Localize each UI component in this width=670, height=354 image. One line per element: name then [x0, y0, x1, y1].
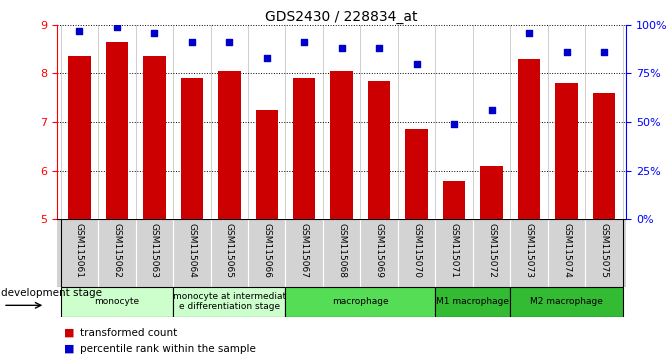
- Text: M2 macrophage: M2 macrophage: [530, 297, 603, 306]
- Bar: [61, 287, 173, 317]
- Text: monocyte: monocyte: [94, 297, 139, 306]
- Point: [374, 45, 385, 51]
- Text: GSM115065: GSM115065: [225, 223, 234, 278]
- Text: GSM115072: GSM115072: [487, 223, 496, 278]
- Text: percentile rank within the sample: percentile rank within the sample: [80, 344, 256, 354]
- Text: GSM115064: GSM115064: [188, 223, 196, 278]
- Text: ■: ■: [64, 344, 74, 354]
- Text: GSM115074: GSM115074: [562, 223, 571, 278]
- Text: GSM115066: GSM115066: [262, 223, 271, 278]
- Bar: [436, 287, 511, 317]
- Text: GSM115069: GSM115069: [375, 223, 384, 278]
- Text: GSM115070: GSM115070: [412, 223, 421, 278]
- Point: [561, 49, 572, 55]
- Bar: [555, 83, 578, 219]
- Bar: [255, 110, 278, 219]
- Bar: [285, 287, 436, 317]
- Point: [449, 121, 460, 127]
- Text: GSM115073: GSM115073: [525, 223, 533, 278]
- Text: GSM115067: GSM115067: [299, 223, 309, 278]
- Text: GSM115061: GSM115061: [75, 223, 84, 278]
- Bar: [593, 93, 615, 219]
- Bar: [68, 56, 90, 219]
- Bar: [518, 59, 540, 219]
- Text: GSM115071: GSM115071: [450, 223, 458, 278]
- Point: [186, 39, 197, 45]
- Text: GSM115075: GSM115075: [600, 223, 608, 278]
- Text: M1 macrophage: M1 macrophage: [436, 297, 509, 306]
- Text: macrophage: macrophage: [332, 297, 389, 306]
- Text: monocyte at intermediat
e differentiation stage: monocyte at intermediat e differentiatio…: [173, 292, 286, 312]
- Text: GSM115068: GSM115068: [337, 223, 346, 278]
- Bar: [330, 71, 353, 219]
- Text: GSM115063: GSM115063: [150, 223, 159, 278]
- Point: [149, 30, 159, 35]
- Text: GSM115062: GSM115062: [113, 223, 121, 278]
- Point: [261, 55, 272, 61]
- Bar: [218, 71, 241, 219]
- Bar: [173, 287, 285, 317]
- Point: [74, 28, 85, 34]
- Bar: [181, 78, 203, 219]
- Bar: [293, 78, 316, 219]
- Point: [598, 49, 609, 55]
- Bar: [480, 166, 502, 219]
- Point: [299, 39, 310, 45]
- Bar: [106, 42, 128, 219]
- Text: transformed count: transformed count: [80, 328, 178, 338]
- Title: GDS2430 / 228834_at: GDS2430 / 228834_at: [265, 10, 418, 24]
- Bar: [143, 56, 165, 219]
- Bar: [368, 81, 391, 219]
- Point: [224, 39, 234, 45]
- Text: development stage: development stage: [1, 288, 102, 298]
- Bar: [405, 130, 428, 219]
- Text: ■: ■: [64, 328, 74, 338]
- Bar: [511, 287, 622, 317]
- Bar: [443, 181, 466, 219]
- Point: [411, 61, 422, 67]
- Point: [486, 108, 497, 113]
- Point: [524, 30, 535, 35]
- Point: [336, 45, 347, 51]
- Point: [111, 24, 122, 29]
